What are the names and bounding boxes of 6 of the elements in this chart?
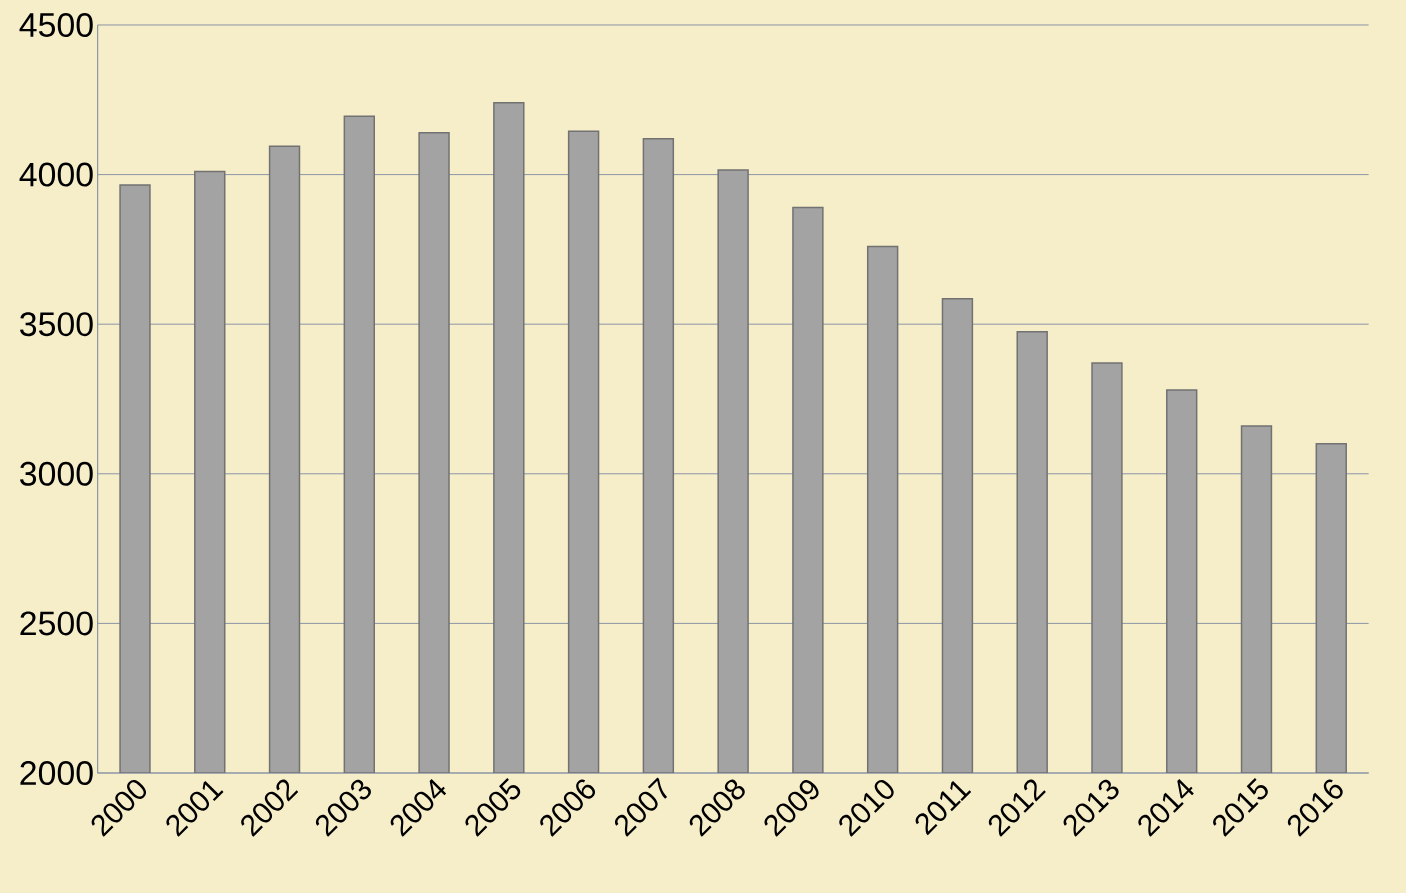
y-tick-label: 4000: [19, 162, 93, 187]
y-tick-label: 4500: [19, 12, 93, 37]
y-tick-label: 3000: [20, 461, 93, 486]
y-tick-label: 2500: [20, 611, 93, 636]
y-tick-label: 2000: [20, 761, 93, 785]
y-tick-label: 3500: [20, 312, 93, 337]
